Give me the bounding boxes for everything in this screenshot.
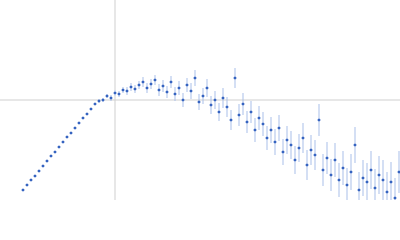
chart — [0, 0, 400, 200]
data-point — [21, 188, 25, 192]
data-point — [89, 107, 93, 111]
data-point — [137, 83, 141, 87]
data-point — [65, 135, 69, 139]
data-point — [177, 86, 181, 90]
data-point — [233, 76, 237, 80]
data-point — [385, 190, 389, 194]
data-point — [397, 170, 400, 174]
data-point — [169, 80, 173, 84]
data-point — [117, 92, 121, 96]
data-point — [221, 96, 225, 100]
data-point — [29, 178, 33, 182]
data-point — [297, 146, 301, 150]
data-point — [193, 76, 197, 80]
data-point — [189, 89, 193, 93]
data-point — [253, 128, 257, 132]
data-point — [393, 196, 397, 200]
data-point — [325, 156, 329, 160]
data-point — [373, 186, 377, 190]
data-point — [165, 90, 169, 94]
data-point — [241, 102, 245, 106]
data-point — [109, 96, 113, 100]
data-point — [389, 180, 393, 184]
data-point — [73, 126, 77, 130]
data-point — [217, 110, 221, 114]
data-point — [329, 173, 333, 177]
data-point — [129, 85, 133, 89]
data-point — [317, 118, 321, 122]
data-point — [353, 143, 357, 147]
data-point — [113, 91, 117, 95]
data-point — [289, 143, 293, 147]
data-point — [201, 94, 205, 98]
data-point — [377, 173, 381, 177]
data-point — [281, 150, 285, 154]
data-point — [277, 126, 281, 130]
data-point — [205, 86, 209, 90]
data-point — [153, 78, 157, 82]
data-point — [125, 89, 129, 93]
data-point — [45, 159, 49, 163]
data-point — [161, 84, 165, 88]
data-point — [173, 92, 177, 96]
data-point — [97, 99, 101, 103]
data-point — [197, 100, 201, 104]
data-point — [181, 98, 185, 102]
data-point — [321, 168, 325, 172]
data-point — [121, 88, 125, 92]
data-point — [37, 169, 41, 173]
data-point — [249, 110, 253, 114]
data-point — [25, 183, 29, 187]
data-point — [285, 138, 289, 142]
data-point — [69, 131, 73, 135]
data-point — [145, 86, 149, 90]
data-point — [149, 82, 153, 86]
data-point — [77, 121, 81, 125]
data-point — [41, 164, 45, 168]
data-point — [333, 158, 337, 162]
data-point — [301, 136, 305, 140]
data-point — [293, 158, 297, 162]
data-point — [369, 168, 373, 172]
data-point — [81, 116, 85, 120]
data-point — [61, 140, 65, 144]
data-point — [133, 87, 137, 91]
data-point — [305, 163, 309, 167]
data-point — [313, 153, 317, 157]
data-point — [257, 116, 261, 120]
data-point — [33, 174, 37, 178]
data-point — [141, 80, 145, 84]
data-point — [213, 98, 217, 102]
data-point — [361, 176, 365, 180]
data-point — [93, 102, 97, 106]
data-point — [85, 112, 89, 116]
data-point — [269, 128, 273, 132]
data-point — [365, 180, 369, 184]
data-point — [105, 94, 109, 98]
data-point — [261, 122, 265, 126]
data-point — [245, 120, 249, 124]
data-point — [49, 154, 53, 158]
data-point — [185, 83, 189, 87]
data-point — [57, 145, 61, 149]
data-point — [265, 136, 269, 140]
data-point — [337, 178, 341, 182]
data-point — [101, 98, 105, 102]
data-point — [341, 166, 345, 170]
data-point — [229, 118, 233, 122]
data-point — [309, 148, 313, 152]
data-point — [345, 183, 349, 187]
data-point — [349, 170, 353, 174]
data-point — [53, 150, 57, 154]
data-point — [357, 188, 361, 192]
data-point — [381, 178, 385, 182]
data-point — [225, 105, 229, 109]
data-point — [209, 103, 213, 107]
data-point — [157, 88, 161, 92]
data-point — [237, 113, 241, 117]
data-point — [273, 140, 277, 144]
